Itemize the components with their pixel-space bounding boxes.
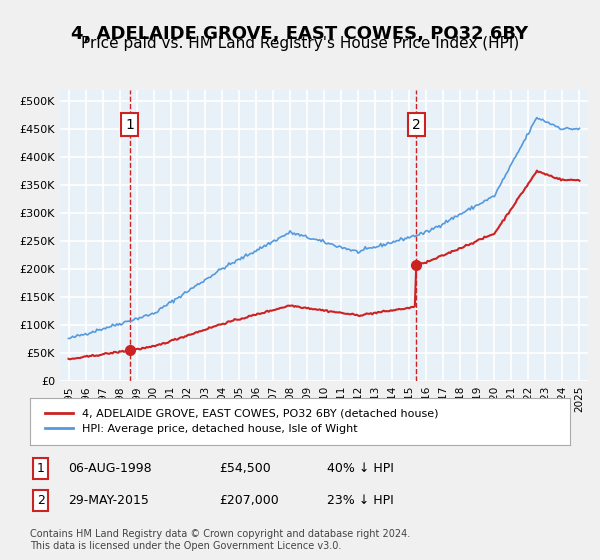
Text: 23% ↓ HPI: 23% ↓ HPI — [327, 494, 394, 507]
Text: Price paid vs. HM Land Registry's House Price Index (HPI): Price paid vs. HM Land Registry's House … — [81, 36, 519, 52]
Text: 29-MAY-2015: 29-MAY-2015 — [68, 494, 149, 507]
Text: 40% ↓ HPI: 40% ↓ HPI — [327, 462, 394, 475]
Text: Contains HM Land Registry data © Crown copyright and database right 2024.
This d: Contains HM Land Registry data © Crown c… — [30, 529, 410, 551]
Text: 4, ADELAIDE GROVE, EAST COWES, PO32 6BY: 4, ADELAIDE GROVE, EAST COWES, PO32 6BY — [71, 25, 529, 43]
Legend: 4, ADELAIDE GROVE, EAST COWES, PO32 6BY (detached house), HPI: Average price, de: 4, ADELAIDE GROVE, EAST COWES, PO32 6BY … — [41, 404, 443, 438]
Text: 2: 2 — [412, 118, 421, 132]
Text: 1: 1 — [125, 118, 134, 132]
Text: 06-AUG-1998: 06-AUG-1998 — [68, 462, 151, 475]
Text: £207,000: £207,000 — [219, 494, 279, 507]
Text: 1: 1 — [37, 462, 45, 475]
Text: 2: 2 — [37, 494, 45, 507]
Text: £54,500: £54,500 — [219, 462, 271, 475]
